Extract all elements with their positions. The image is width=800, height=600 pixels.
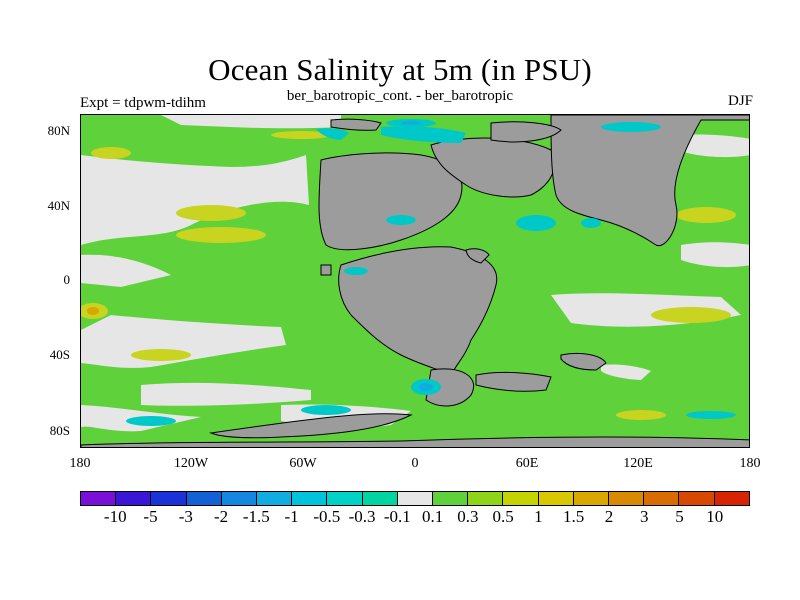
lon-label-0: 0 bbox=[411, 456, 419, 471]
colorbar-box bbox=[186, 492, 222, 505]
colorbar-box bbox=[573, 492, 610, 505]
colorbar-box bbox=[81, 492, 117, 505]
colorbar-box bbox=[151, 492, 187, 505]
land-masses bbox=[81, 115, 749, 447]
colorbar-label: -0.3 bbox=[348, 507, 376, 526]
colorbar-label: 0.1 bbox=[422, 507, 444, 526]
colorbar-box bbox=[714, 492, 749, 505]
colorbar-box bbox=[468, 492, 504, 505]
lat-label-40n: 40N bbox=[47, 198, 70, 213]
salinity-map bbox=[81, 115, 749, 447]
colorbar-box bbox=[292, 492, 328, 505]
lat-label-80n: 80N bbox=[47, 123, 70, 138]
colorbar-label: 5 bbox=[675, 507, 684, 526]
colorbar-label: 10 bbox=[706, 507, 724, 526]
colorbar-box bbox=[327, 492, 363, 505]
strong-negative-patches bbox=[401, 121, 433, 391]
colorbar-box bbox=[257, 492, 293, 505]
positive-anomaly-regions bbox=[81, 131, 736, 420]
colorbar-label: 1.5 bbox=[563, 507, 585, 526]
colorbar-box bbox=[503, 492, 539, 505]
colorbar-box bbox=[433, 492, 469, 505]
map-title: Ocean Salinity at 5m (in PSU) bbox=[208, 52, 592, 87]
colorbar-label: 3 bbox=[639, 507, 649, 526]
colorbar-label: 0.3 bbox=[457, 507, 479, 526]
colorbar-label: -10 bbox=[103, 507, 127, 526]
colorbar-box bbox=[116, 492, 152, 505]
colorbar-box bbox=[644, 492, 680, 505]
experiment-label: Expt = tdpwm-tdihm bbox=[80, 95, 206, 111]
colorbar-box bbox=[538, 492, 574, 505]
colorbar-box bbox=[609, 492, 645, 505]
colorbar-label: -1 bbox=[284, 507, 299, 526]
colorbar-label: -2 bbox=[213, 507, 229, 526]
lon-label-120w: 120W bbox=[173, 456, 209, 471]
colorbar-label: -5 bbox=[143, 507, 158, 526]
lat-label-40s: 40S bbox=[49, 347, 70, 362]
colorbar-box bbox=[679, 492, 715, 505]
season-label: DJF bbox=[727, 93, 753, 109]
map-subtitle: ber_barotropic_cont. - ber_barotropic bbox=[286, 88, 514, 104]
colorbar bbox=[80, 491, 750, 506]
strong-positive-patch bbox=[87, 307, 99, 315]
lon-label-60e: 60E bbox=[515, 456, 539, 471]
map-plot-area bbox=[80, 114, 750, 448]
lat-label-0: 0 bbox=[63, 272, 71, 287]
lon-label-60w: 60W bbox=[289, 456, 317, 471]
colorbar-label: 1 bbox=[534, 507, 543, 526]
colorbar-label: 2 bbox=[604, 507, 614, 526]
colorbar-box bbox=[221, 492, 258, 505]
colorbar-box bbox=[362, 492, 398, 505]
negative-anomaly-regions bbox=[126, 119, 736, 426]
lat-label-80s: 80S bbox=[49, 423, 70, 438]
colorbar-label: -0.5 bbox=[313, 507, 341, 526]
lon-label-180w: 180 bbox=[69, 456, 91, 471]
lon-label-120e: 120E bbox=[623, 456, 653, 471]
colorbar-box bbox=[397, 492, 434, 505]
colorbar-label: 0.5 bbox=[492, 507, 514, 526]
colorbar-label: -3 bbox=[178, 507, 193, 526]
colorbar-label: -1.5 bbox=[242, 507, 270, 526]
lon-label-180e: 180 bbox=[739, 456, 761, 471]
colorbar-label: -0.1 bbox=[383, 507, 411, 526]
